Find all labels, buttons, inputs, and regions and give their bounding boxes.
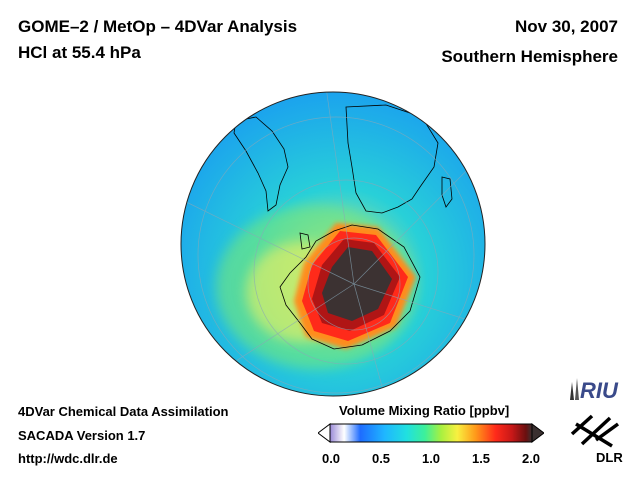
- colorbar-tick-label: 1.5: [471, 451, 491, 466]
- date-label: Nov 30, 2007: [514, 17, 618, 36]
- colorbar-gradient: [329, 423, 533, 443]
- globe-map: [180, 91, 486, 397]
- graticule: [181, 92, 485, 396]
- colorbar: [318, 423, 544, 443]
- svg-text:RIU: RIU: [580, 378, 619, 403]
- vortex-core: [322, 247, 392, 321]
- colorbar-min-arrow: [318, 423, 331, 443]
- footer-link[interactable]: http://wdc.dlr.de: [18, 451, 118, 466]
- colorbar-tick-label: 0.5: [371, 451, 391, 466]
- riu-logo: RIU: [570, 378, 619, 403]
- colorbar-tick-label: 2.0: [521, 451, 541, 466]
- colorbar-tick-label: 0.0: [321, 451, 341, 466]
- colorbar-tick-label: 1.0: [421, 451, 441, 466]
- region-label: Southern Hemisphere: [441, 47, 618, 66]
- dlr-logo: DLR: [570, 414, 623, 465]
- svg-text:DLR: DLR: [596, 450, 623, 465]
- title-line-2: HCl at 55.4 hPa: [18, 43, 141, 62]
- title-line-1: GOME–2 / MetOp – 4DVar Analysis: [18, 17, 298, 36]
- colorbar-title: Volume Mixing Ratio [ppbv]: [339, 403, 510, 418]
- footer-line-2: SACADA Version 1.7: [18, 428, 146, 443]
- colorbar-max-arrow: [531, 423, 544, 443]
- footer-line-1: 4DVar Chemical Data Assimilation: [18, 404, 229, 419]
